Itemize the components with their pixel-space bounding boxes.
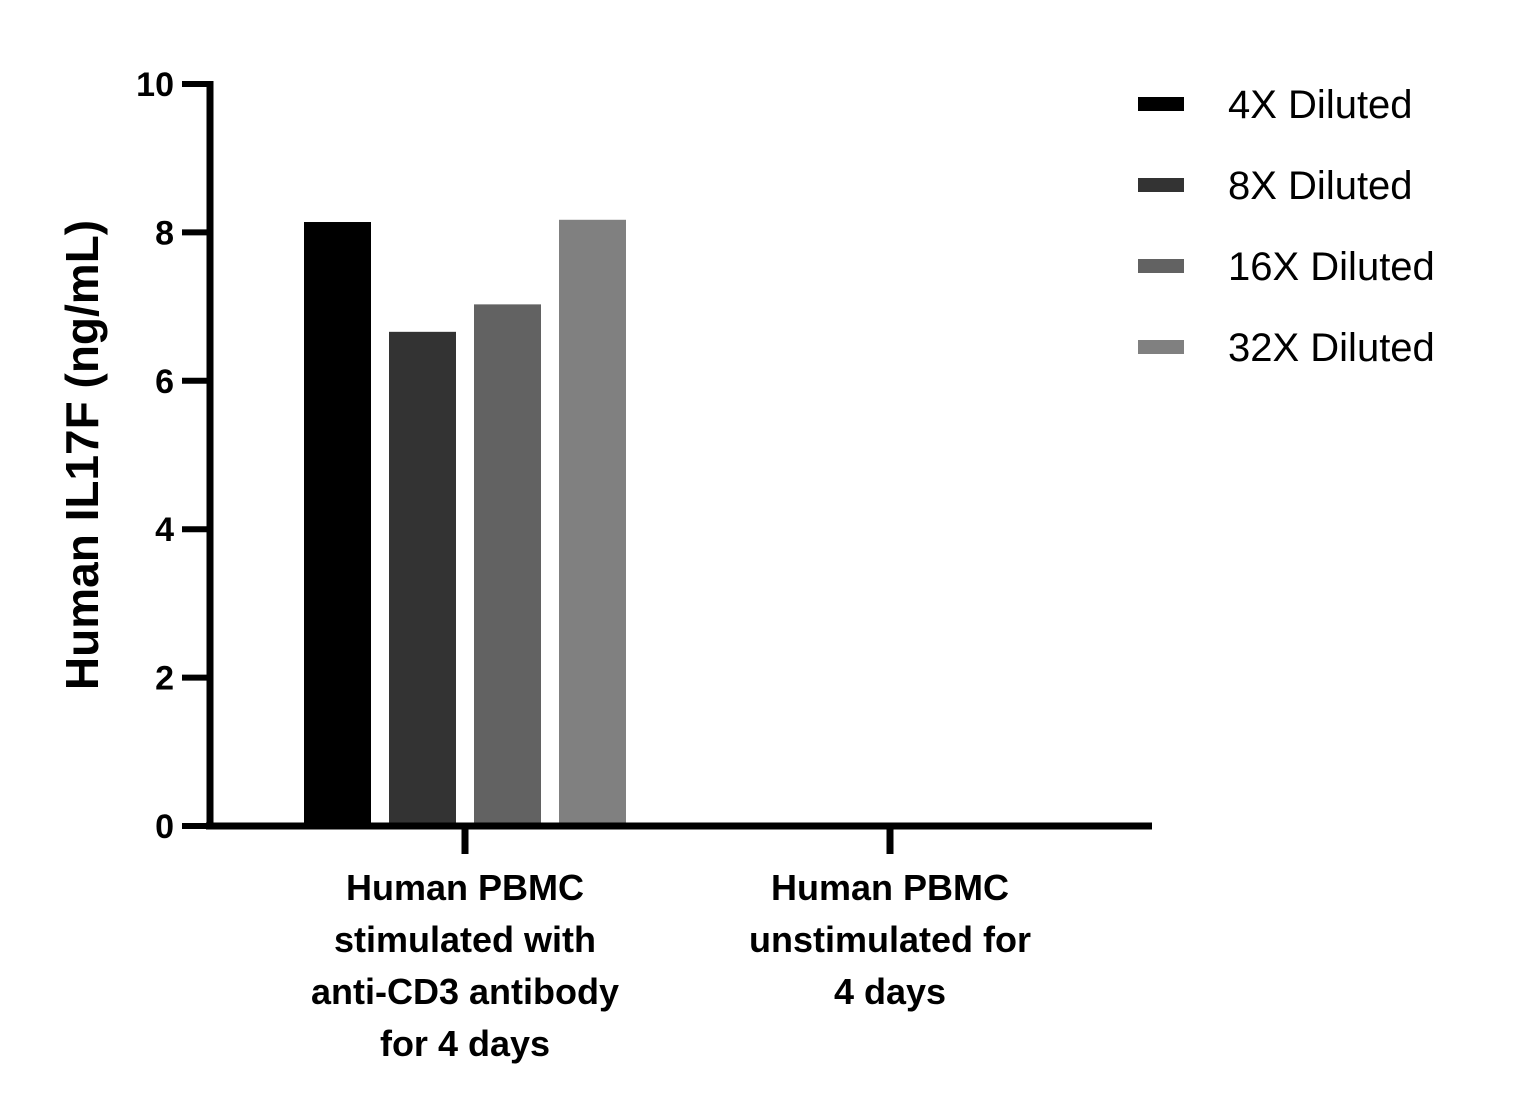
- x-category-label: stimulated with: [334, 919, 596, 960]
- y-axis-label: Human IL17F (ng/mL): [56, 220, 108, 690]
- legend-swatch: [1138, 340, 1184, 354]
- bars: [304, 219, 626, 827]
- x-category-label: for 4 days: [380, 1023, 550, 1064]
- y-tick-label: 6: [155, 363, 174, 401]
- legend-label: 32X Diluted: [1228, 326, 1435, 370]
- x-categories: Human PBMC stimulated with anti-CD3 antibo…: [311, 826, 1031, 1064]
- y-tick-label: 0: [155, 808, 174, 846]
- y-ticks: 0 2 4 6 8 10: [136, 66, 210, 846]
- legend: 4X Diluted 8X Diluted 16X Diluted 32X Dilut…: [1138, 83, 1435, 370]
- y-tick-label: 10: [136, 66, 174, 104]
- legend-label: 8X Diluted: [1228, 164, 1413, 208]
- bar: [474, 304, 541, 826]
- bar: [559, 219, 626, 826]
- y-tick-label: 4: [155, 511, 174, 549]
- x-category-label: unstimulated for: [749, 919, 1031, 960]
- legend-swatch: [1138, 178, 1184, 192]
- x-category-label: Human PBMC: [771, 867, 1009, 908]
- legend-label: 4X Diluted: [1228, 83, 1413, 127]
- legend-label: 16X Diluted: [1228, 245, 1435, 289]
- legend-swatch: [1138, 259, 1184, 273]
- x-category-label: 4 days: [834, 971, 946, 1012]
- y-tick-label: 8: [155, 214, 174, 252]
- legend-swatch: [1138, 97, 1184, 111]
- x-category-label: Human PBMC: [346, 867, 584, 908]
- bar: [304, 222, 371, 827]
- y-tick-label: 2: [155, 660, 174, 698]
- x-category-label: anti-CD3 antibody: [311, 971, 619, 1012]
- bar: [389, 331, 456, 826]
- axes: [206, 81, 1152, 830]
